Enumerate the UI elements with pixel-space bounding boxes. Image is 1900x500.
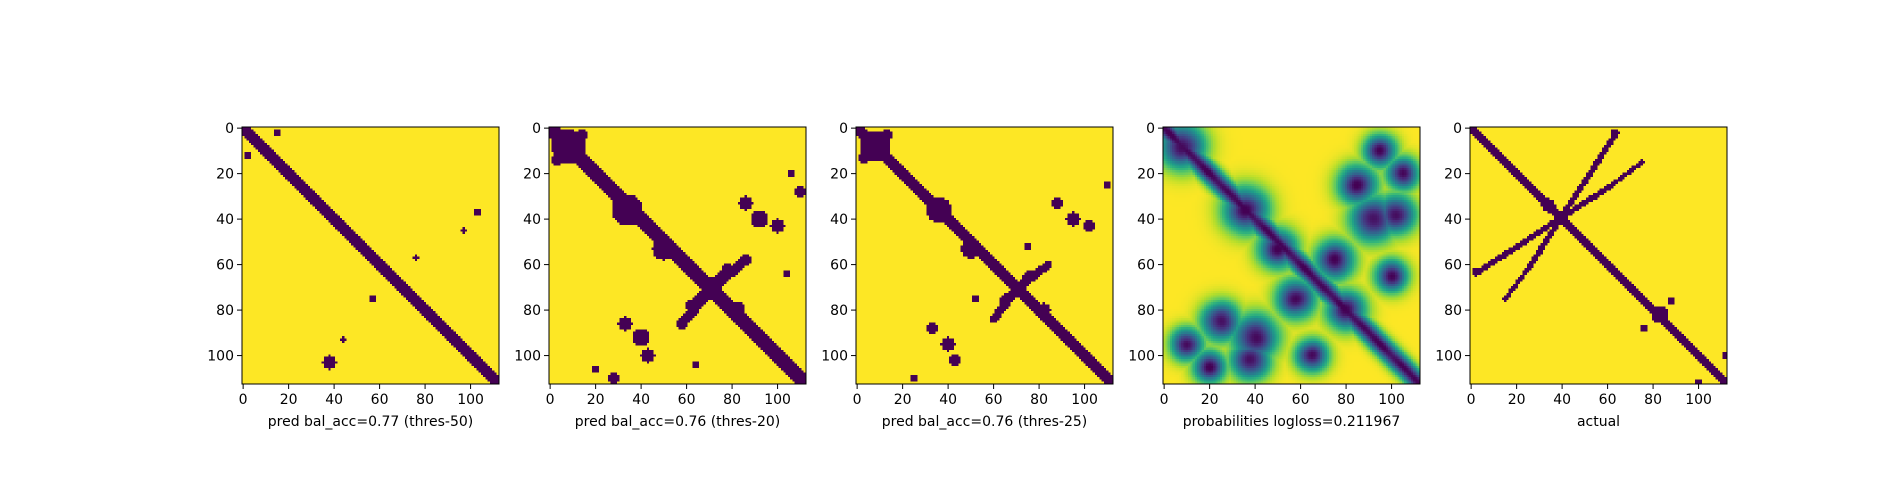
axes-frame: [1469, 126, 1728, 385]
axes-frame: [855, 126, 1114, 385]
y-tick-label: 20: [1444, 167, 1462, 183]
x-tick-label: 80: [1337, 392, 1355, 408]
x-tick-label: 20: [1508, 392, 1526, 408]
y-tick-label: 0: [532, 121, 541, 137]
y-tick-label: 100: [514, 349, 541, 365]
y-tick-label: 40: [216, 212, 234, 228]
axes-frame: [1162, 126, 1421, 385]
x-tick-label: 100: [1685, 392, 1712, 408]
x-axis-label: actual: [1577, 414, 1620, 430]
y-tick-label: 100: [207, 349, 234, 365]
x-tick-label: 100: [457, 392, 484, 408]
heatmap-image: [1163, 127, 1420, 384]
x-tick-label: 100: [1071, 392, 1098, 408]
heatmap-image: [856, 127, 1113, 384]
y-tick-label: 60: [1444, 258, 1462, 274]
x-tick-label: 20: [280, 392, 298, 408]
y-tick-label: 100: [1435, 349, 1462, 365]
x-tick-label: 20: [894, 392, 912, 408]
x-axis-label: probabilities logloss=0.211967: [1183, 414, 1401, 430]
heatmap-panel-4: 0 20 40 60 80 100 0 20 40 60 80 100 probabilities lo…: [1128, 121, 1421, 430]
y-tick-label: 80: [1444, 303, 1462, 319]
y-tick-label: 40: [1137, 212, 1155, 228]
y-tick-label: 0: [839, 121, 848, 137]
x-tick-label: 80: [723, 392, 741, 408]
x-tick-label: 80: [1644, 392, 1662, 408]
x-tick-label: 40: [632, 392, 650, 408]
heatmap-panel-5: 0 20 40 60 80 100 0 20 40 60 80 100 actual: [1435, 121, 1728, 430]
heatmap-image: [1470, 127, 1727, 384]
y-tick-label: 20: [523, 167, 541, 183]
y-tick-label: 100: [821, 349, 848, 365]
y-tick-label: 20: [1137, 167, 1155, 183]
y-tick-label: 60: [523, 258, 541, 274]
x-tick-label: 80: [416, 392, 434, 408]
y-tick-label: 0: [1146, 121, 1155, 137]
x-tick-label: 0: [1160, 392, 1169, 408]
y-tick-label: 20: [830, 167, 848, 183]
heatmap-image: [242, 127, 499, 384]
x-tick-label: 0: [239, 392, 248, 408]
heatmap-panel-3: 0 20 40 60 80 100 0 20 40 60 80 100 pred bal_acc=0.7…: [821, 121, 1114, 430]
y-tick-label: 80: [1137, 303, 1155, 319]
y-tick-label: 60: [216, 258, 234, 274]
x-tick-label: 20: [1201, 392, 1219, 408]
x-tick-label: 40: [325, 392, 343, 408]
y-tick-label: 40: [523, 212, 541, 228]
y-tick-label: 40: [1444, 212, 1462, 228]
x-tick-label: 100: [1378, 392, 1405, 408]
y-tick-label: 100: [1128, 349, 1155, 365]
y-tick-label: 80: [830, 303, 848, 319]
x-tick-label: 100: [764, 392, 791, 408]
y-tick-label: 80: [523, 303, 541, 319]
y-tick-label: 40: [830, 212, 848, 228]
y-tick-label: 0: [1453, 121, 1462, 137]
y-tick-label: 0: [225, 121, 234, 137]
x-tick-label: 60: [371, 392, 389, 408]
y-tick-label: 60: [830, 258, 848, 274]
x-tick-label: 60: [1599, 392, 1617, 408]
x-axis-label: pred bal_acc=0.77 (thres-50): [268, 414, 473, 430]
x-tick-label: 40: [1246, 392, 1264, 408]
x-tick-label: 40: [1553, 392, 1571, 408]
x-tick-label: 80: [1030, 392, 1048, 408]
heatmap-image: [549, 127, 806, 384]
x-axis-label: pred bal_acc=0.76 (thres-25): [882, 414, 1087, 430]
heatmap-panel-1: 0 20 40 60 80 100 0 20 40 60 80 100 pred bal_acc=0.7…: [207, 121, 500, 430]
x-axis-label: pred bal_acc=0.76 (thres-20): [575, 414, 780, 430]
axes-frame: [241, 126, 500, 385]
y-tick-label: 80: [216, 303, 234, 319]
y-tick-label: 20: [216, 167, 234, 183]
x-tick-label: 0: [853, 392, 862, 408]
heatmap-panel-2: 0 20 40 60 80 100 0 20 40 60 80 100 pred bal_acc=0.7…: [514, 121, 807, 430]
y-tick-label: 60: [1137, 258, 1155, 274]
x-tick-label: 20: [587, 392, 605, 408]
x-tick-label: 60: [1292, 392, 1310, 408]
axes-frame: [548, 126, 807, 385]
x-tick-label: 60: [985, 392, 1003, 408]
x-tick-label: 0: [1467, 392, 1476, 408]
x-tick-label: 40: [939, 392, 957, 408]
x-tick-label: 0: [546, 392, 555, 408]
x-tick-label: 60: [678, 392, 696, 408]
